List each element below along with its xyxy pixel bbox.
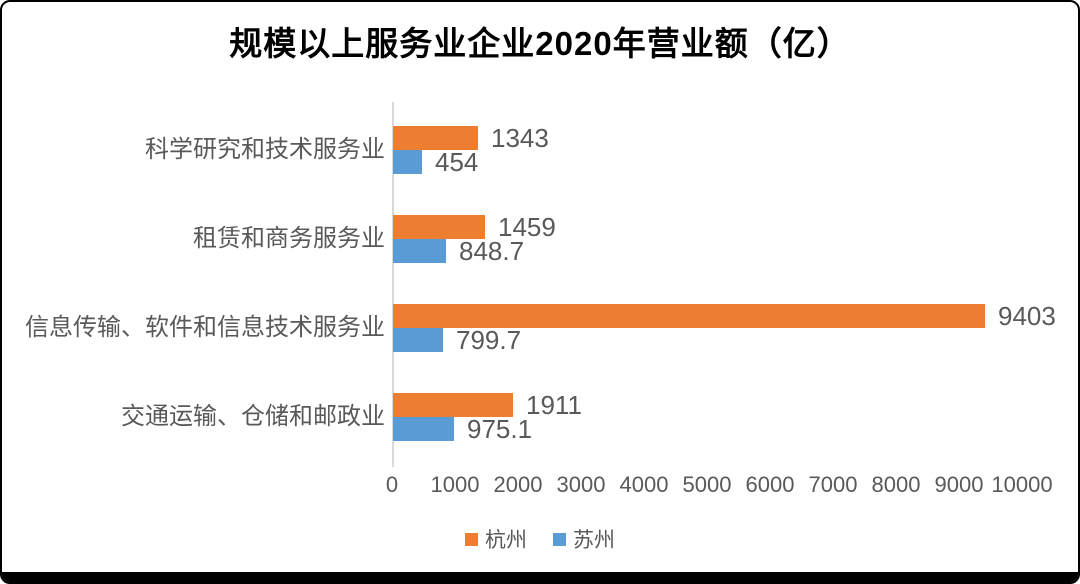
category-label: 交通运输、仓储和邮政业 xyxy=(121,403,385,430)
x-tick-label: 2000 xyxy=(493,472,543,497)
x-tick-label: 5000 xyxy=(682,472,732,497)
x-tick-label: 4000 xyxy=(619,472,669,497)
category-label: 科学研究和技术服务业 xyxy=(145,136,385,163)
value-label: 799.7 xyxy=(456,325,522,355)
bar-杭州-3 xyxy=(393,393,513,417)
value-label: 454 xyxy=(435,147,479,177)
value-label: 9403 xyxy=(998,301,1056,331)
x-tick-label: 0 xyxy=(385,472,399,497)
bar-杭州-1 xyxy=(393,215,485,239)
x-tick-label: 10000 xyxy=(991,472,1053,497)
category-label: 租赁和商务服务业 xyxy=(193,225,385,252)
bar-苏州-3 xyxy=(393,417,454,441)
legend-item-杭州: 杭州 xyxy=(465,526,527,552)
bar-苏州-2 xyxy=(393,328,443,352)
x-tick-label: 7000 xyxy=(808,472,858,497)
value-label: 848.7 xyxy=(459,236,525,266)
x-tick-label: 1000 xyxy=(430,472,480,497)
bar-苏州-0 xyxy=(393,150,422,174)
legend-label: 苏州 xyxy=(573,529,615,552)
x-tick-label: 9000 xyxy=(934,472,984,497)
bar-杭州-2 xyxy=(393,304,985,328)
legend-swatch-icon xyxy=(465,532,478,546)
chart-title: 规模以上服务业企业2020年营业额（亿） xyxy=(229,25,851,62)
x-tick-label: 3000 xyxy=(556,472,606,497)
legend-item-苏州: 苏州 xyxy=(553,526,615,552)
bottom-frame-bar xyxy=(2,572,1078,582)
bar-杭州-0 xyxy=(393,126,478,150)
value-label: 975.1 xyxy=(467,414,533,444)
x-tick-label: 6000 xyxy=(745,472,795,497)
category-label: 信息传输、软件和信息技术服务业 xyxy=(25,314,385,341)
legend-swatch-icon xyxy=(553,532,566,546)
value-label: 1343 xyxy=(491,123,549,153)
bar-苏州-1 xyxy=(393,239,446,263)
legend-label: 杭州 xyxy=(485,529,527,552)
value-label: 1911 xyxy=(526,390,582,420)
x-tick-label: 8000 xyxy=(871,472,921,497)
y-axis-line xyxy=(392,102,394,467)
legend: 杭州 苏州 xyxy=(2,526,1078,552)
value-label: 1459 xyxy=(498,212,556,242)
